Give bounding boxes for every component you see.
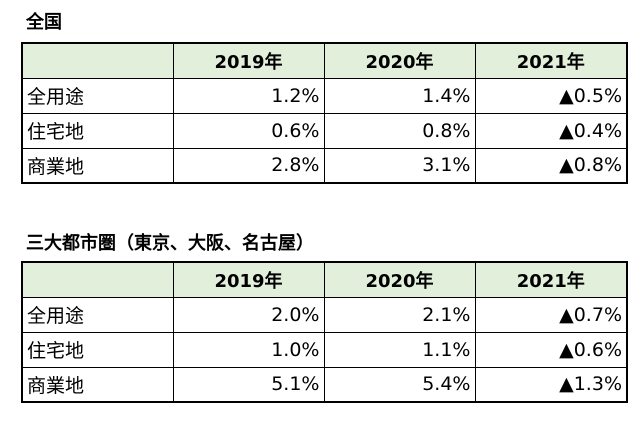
header-cell-empty xyxy=(21,261,174,298)
header-cell-2021: 2021年 xyxy=(474,261,628,298)
value-2019: 2.8% xyxy=(172,147,325,184)
table-row: 全用途 1.2% 1.4% ▲0.5% xyxy=(21,77,628,114)
header-cell-empty xyxy=(21,42,174,79)
table-row: 住宅地 1.0% 1.1% ▲0.6% xyxy=(21,331,628,368)
value-2021: ▲0.8% xyxy=(474,147,628,184)
row-label: 住宅地 xyxy=(21,331,174,368)
row-label: 全用途 xyxy=(21,77,174,114)
row-label: 商業地 xyxy=(21,366,174,403)
header-cell-2019: 2019年 xyxy=(172,42,325,79)
row-label: 全用途 xyxy=(21,296,174,333)
table-header-row: 2019年 2020年 2021年 xyxy=(21,42,628,79)
value-2020: 1.1% xyxy=(323,331,476,368)
table-row: 全用途 2.0% 2.1% ▲0.7% xyxy=(21,296,628,333)
value-2021: ▲0.5% xyxy=(474,77,628,114)
value-2021: ▲0.6% xyxy=(474,331,628,368)
value-2021: ▲1.3% xyxy=(474,366,628,403)
value-2019: 1.0% xyxy=(172,331,325,368)
table-three-metro-areas: 2019年 2020年 2021年 全用途 2.0% 2.1% ▲0.7% 住宅… xyxy=(21,261,628,403)
value-2021: ▲0.4% xyxy=(474,112,628,149)
table-row: 住宅地 0.6% 0.8% ▲0.4% xyxy=(21,112,628,149)
value-2019: 2.0% xyxy=(172,296,325,333)
header-cell-2020: 2020年 xyxy=(323,261,476,298)
value-2020: 3.1% xyxy=(323,147,476,184)
value-2021: ▲0.7% xyxy=(474,296,628,333)
value-2019: 1.2% xyxy=(172,77,325,114)
value-2020: 1.4% xyxy=(323,77,476,114)
value-2020: 0.8% xyxy=(323,112,476,149)
table-row: 商業地 2.8% 3.1% ▲0.8% xyxy=(21,147,628,184)
table-national: 2019年 2020年 2021年 全用途 1.2% 1.4% ▲0.5% 住宅… xyxy=(21,42,628,184)
value-2019: 5.1% xyxy=(172,366,325,403)
header-cell-2021: 2021年 xyxy=(474,42,628,79)
row-label: 商業地 xyxy=(21,147,174,184)
row-label: 住宅地 xyxy=(21,112,174,149)
table-row: 商業地 5.1% 5.4% ▲1.3% xyxy=(21,366,628,403)
section-title-metro: 三大都市圏（東京、大阪、名古屋） xyxy=(26,233,314,254)
value-2020: 2.1% xyxy=(323,296,476,333)
value-2020: 5.4% xyxy=(323,366,476,403)
header-cell-2020: 2020年 xyxy=(323,42,476,79)
table-header-row: 2019年 2020年 2021年 xyxy=(21,261,628,298)
value-2019: 0.6% xyxy=(172,112,325,149)
section-title-national: 全国 xyxy=(26,12,62,33)
header-cell-2019: 2019年 xyxy=(172,261,325,298)
